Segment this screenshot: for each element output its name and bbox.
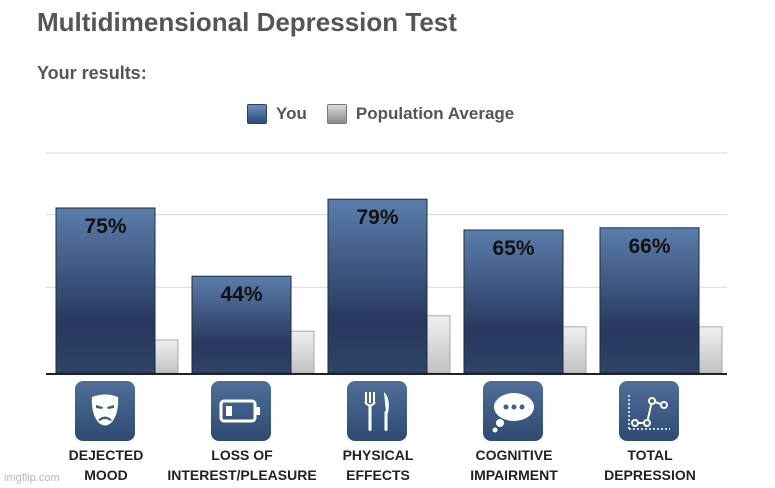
legend-item-population: Population Average	[326, 104, 515, 124]
legend-label-population: Population Average	[355, 104, 515, 123]
category-label-total-depression: TOTAL DEPRESSION	[570, 445, 730, 485]
category-label-line: LOSS OF	[211, 447, 273, 463]
bar-value-label: 79%	[356, 206, 398, 229]
category-label-cognitive-impairment: COGNITIVE IMPAIRMENT	[434, 445, 594, 485]
fork-knife-icon	[347, 381, 407, 441]
bar-value-label: 65%	[492, 237, 534, 260]
legend: You Population Average	[247, 104, 534, 124]
results-subtitle: Your results:	[37, 63, 147, 83]
legend-swatch-population	[326, 104, 347, 124]
legend-item-you: You	[247, 104, 307, 124]
legend-label-you: You	[276, 104, 307, 123]
category-label-line: DEPRESSION	[604, 467, 696, 483]
bar-value-label: 44%	[220, 283, 262, 306]
bar-value-labels: 75% 44% 79% 65% 66%	[84, 206, 670, 306]
category-label-line: INTEREST/PLEASURE	[167, 467, 317, 483]
bar-value-label: 66%	[628, 235, 670, 258]
category-label-loss-of-interest: LOSS OF INTEREST/PLEASURE	[162, 445, 322, 485]
bar-population-average	[289, 330, 315, 374]
watermark: imgflip.com	[4, 472, 60, 484]
bar-you	[463, 229, 564, 374]
bar-you	[191, 275, 292, 374]
thought-bubble-icon	[483, 381, 543, 441]
page-title: Multidimensional Depression Test	[37, 7, 457, 37]
category-label-line: IMPAIRMENT	[470, 467, 558, 483]
bar-you	[55, 207, 156, 374]
low-battery-icon	[211, 381, 271, 441]
category-label-line: PHYSICAL	[342, 447, 414, 463]
bar-value-label: 75%	[84, 215, 126, 238]
category-label-line: DEJECTED	[68, 447, 144, 463]
category-label-line: EFFECTS	[346, 467, 410, 483]
category-label-dejected-mood: DEJECTED MOOD	[26, 445, 186, 485]
legend-swatch-you	[247, 104, 267, 124]
category-label-line: COGNITIVE	[475, 447, 553, 463]
bar-population-average	[425, 315, 451, 374]
line-graph-icon	[619, 381, 679, 441]
category-label-line: TOTAL	[627, 447, 673, 463]
bar-you	[327, 198, 428, 374]
bars	[55, 198, 723, 374]
category-label-line: MOOD	[84, 467, 128, 483]
category-label-physical-effects: PHYSICAL EFFECTS	[298, 445, 458, 485]
tragedy-mask-icon	[75, 381, 135, 441]
bar-population-average	[697, 326, 723, 374]
bar-population-average	[561, 326, 587, 374]
bar-population-average	[153, 339, 179, 374]
